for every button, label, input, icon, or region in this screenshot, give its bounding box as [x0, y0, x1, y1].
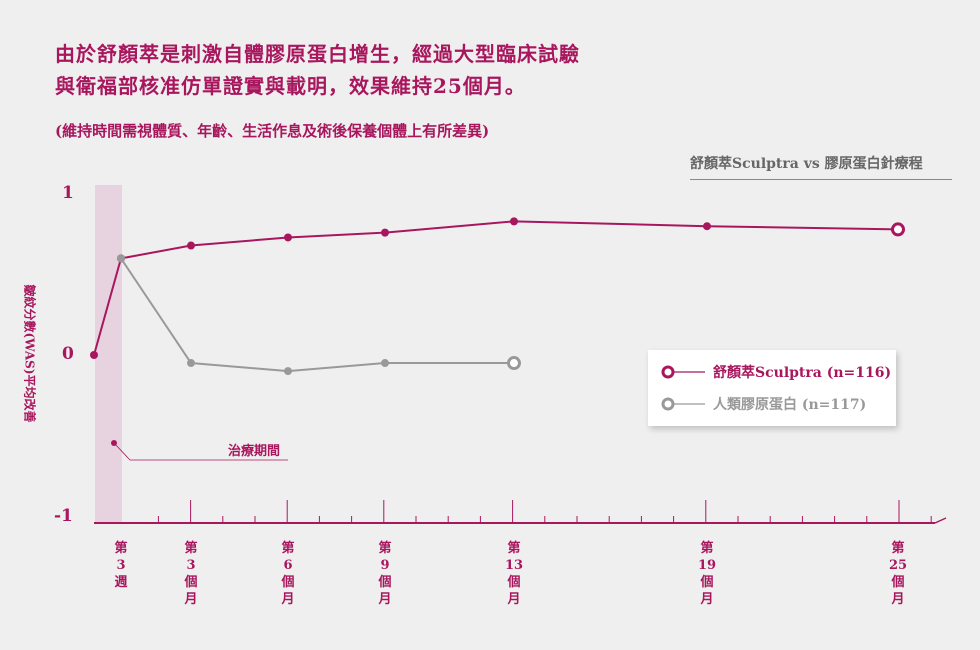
disclaimer-note: (維持時間需視體質、年齡、生活作息及術後保養個體上有所差異)	[55, 122, 490, 140]
legend-sculptra: 舒顏萃Sculptra (n=116)	[713, 365, 892, 381]
data-point	[381, 228, 389, 237]
treatment-period-label: 治療期間	[228, 444, 281, 459]
data-point	[187, 359, 195, 368]
x-tick-label: 第 13 個月	[504, 541, 524, 607]
legend-collagen: 人類膠原蛋白 (n=117)	[713, 397, 867, 413]
series-line-0	[93, 220, 899, 356]
data-point	[284, 233, 292, 242]
data-point	[507, 356, 521, 371]
headline-line1: 由於舒顏萃是刺激自體膠原蛋白增生，經過大型臨床試驗	[55, 42, 580, 66]
legend-marker-sculptra	[661, 365, 675, 379]
x-tick-label: 第 19 個月	[697, 541, 717, 607]
data-point	[117, 254, 125, 263]
ytick-label: 0	[62, 344, 74, 364]
legend-marker-collagen	[661, 397, 675, 411]
data-point	[284, 367, 292, 376]
data-point	[90, 351, 98, 359]
annotation-leader	[113, 442, 288, 461]
x-axis-end	[934, 517, 947, 524]
data-point	[703, 222, 711, 231]
data-point	[510, 217, 518, 226]
series-line-1	[120, 257, 514, 373]
x-tick-label: 第 25 個月	[888, 541, 908, 607]
data-point	[381, 359, 389, 368]
chart-title: 舒顏萃Sculptra vs 膠原蛋白針療程	[690, 153, 952, 180]
headline-line2: 與衛福部核准仿單證實與載明，效果維持25個月。	[55, 74, 526, 98]
data-point	[187, 241, 195, 250]
ytick-label: 1	[62, 183, 74, 203]
ytick-label: -1	[54, 506, 73, 526]
treatment-period-band	[95, 185, 122, 523]
legend: 舒顏萃Sculptra (n=116) 人類膠原蛋白 (n=117)	[648, 350, 896, 426]
data-point	[891, 222, 905, 237]
